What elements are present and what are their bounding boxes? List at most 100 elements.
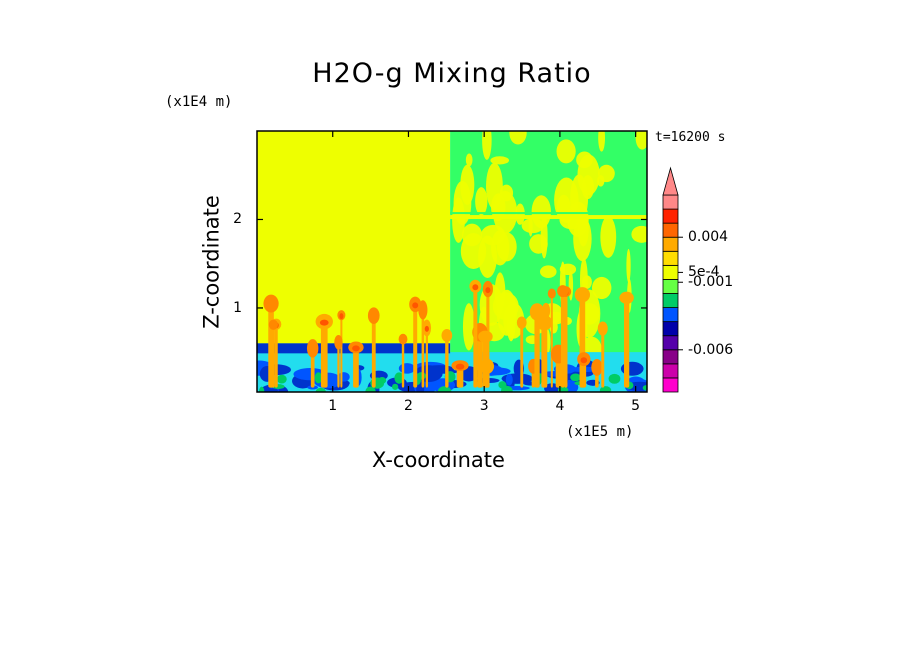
dry-pocket [267,388,279,392]
plume-head [263,294,279,313]
mixed-pocket [378,376,387,384]
plume [601,325,605,388]
x-tick-label: 2 [403,398,413,414]
y-axis-unit: (x1E4 m) [165,94,233,110]
heatmap-field [257,131,647,392]
moist-streak [528,215,533,237]
colorbar-swatch [662,335,679,351]
moist-streak [531,195,551,229]
plume [274,321,278,388]
plume-head [541,302,551,319]
plume-core [319,319,329,326]
plume [353,344,359,388]
dry-pocket [398,363,416,374]
moist-streak [503,302,525,339]
mixed-pocket [437,386,452,392]
plume [473,283,478,388]
colorbar-swatch [662,264,679,280]
plume-head [478,330,493,343]
plume-head [557,285,569,298]
moist-streak [597,175,605,187]
moist-streak [475,187,488,216]
plume [544,307,548,388]
chart-title: H2O-g Mixing Ratio [312,58,592,89]
plume-head [334,334,343,350]
moist-streak [631,225,647,243]
mixed-pocket [391,383,399,390]
moist-streak [626,248,631,283]
colorbar-extend-arrow [662,166,679,196]
plume-head [619,291,634,304]
plume [340,312,343,388]
colorbar [662,166,683,393]
moist-streak [598,131,606,152]
moist-streak [559,263,577,276]
plume [337,339,340,388]
upper-layer-edge [450,212,647,215]
plume [425,324,428,388]
plume [520,319,524,388]
colorbar-label: 5e-4 [688,264,720,281]
colorbar-swatch [662,377,679,393]
mixed-pocket [365,386,376,392]
y-tick-label: 1 [233,299,242,316]
plume [320,318,328,388]
plume-head [591,359,603,376]
plume-head [597,321,608,336]
x-tick-label: 1 [328,398,338,414]
plume-core [352,345,360,352]
colorbar-swatch [662,293,679,308]
x-tick-label: 4 [555,398,565,414]
plume-head [398,333,408,345]
mixed-pocket [394,372,404,384]
moist-streak [556,139,576,164]
plume-head [268,319,278,330]
moist-streak [515,203,525,225]
mixed-pocket [276,374,287,384]
colorbar-swatch [662,349,679,365]
colorbar-label: -0.001 [688,274,734,291]
plume [564,288,568,388]
x-tick-label: 5 [631,398,641,414]
plume-core [424,325,429,332]
plume [413,301,418,388]
time-label: t=16200 s [655,130,726,145]
plume-core [580,357,588,364]
moist-streak [600,215,617,258]
moist-streak [540,265,557,279]
colorbar-swatch [662,279,679,294]
plume [272,321,275,388]
mixed-pocket [500,385,513,392]
mixed-pocket [642,385,647,391]
mixed-pocket [570,373,581,382]
moist-streak [568,270,574,301]
plume [624,294,630,388]
plume [534,308,540,388]
moist-streak [577,154,600,196]
plume-head [529,303,545,321]
plume [560,288,565,388]
mixed-pocket [599,386,612,392]
plume [371,312,376,388]
plume [482,333,489,388]
plume-core [339,313,344,320]
colorbar-swatch [662,307,679,323]
plume-head [367,307,380,324]
mixed-pocket [259,386,265,392]
plume-core [485,287,491,294]
moist-streak [496,232,517,262]
moist-streak [490,156,510,165]
plume [477,329,483,388]
plume-head [306,339,319,358]
x-tick-label: 3 [479,398,489,414]
plume-core [412,302,419,309]
moist-streak [462,303,475,351]
plume-head [441,328,453,342]
moist-streak [635,131,647,150]
moist-streak [491,193,506,222]
colorbar-swatch [662,363,679,379]
plume [550,290,553,388]
plume-head [574,287,591,303]
moist-streak [465,153,473,167]
